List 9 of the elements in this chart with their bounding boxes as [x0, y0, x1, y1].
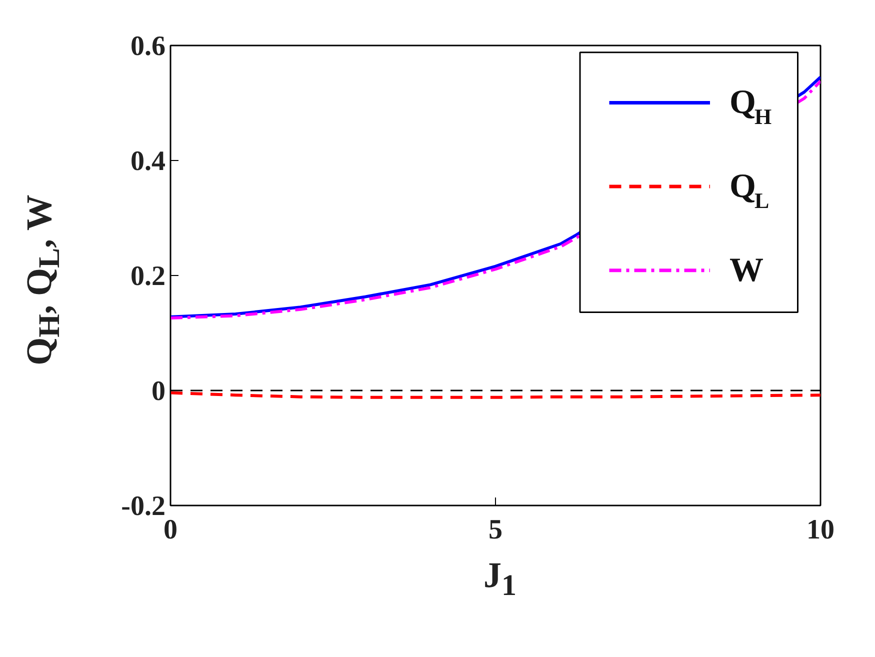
legend-label: W [730, 252, 764, 289]
x-axis-title: J$_{1}$ [484, 554, 516, 604]
y-tick-label: 0.4 [130, 146, 166, 177]
y-tick-label: 0.2 [130, 261, 166, 292]
y-tick-label: 0 [152, 376, 166, 407]
y-tick-label: 0.6 [130, 31, 166, 62]
x-tick-label: 10 [806, 514, 834, 546]
y-tick-label: -0.2 [121, 491, 166, 522]
x-tick-label: 5 [488, 514, 502, 546]
